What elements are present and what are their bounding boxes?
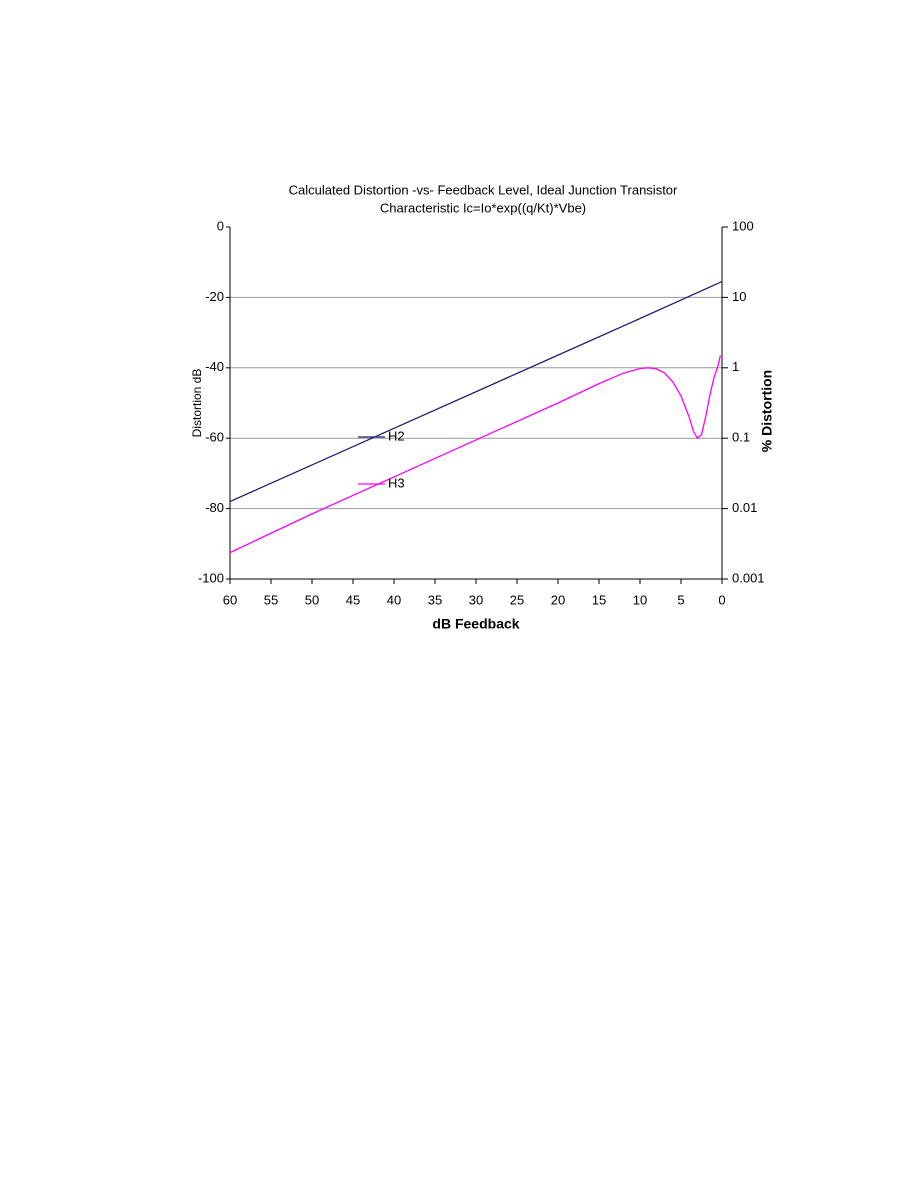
y-tick-label: 0 (217, 218, 224, 233)
x-tick-label: 50 (305, 592, 319, 607)
legend-label: H3 (388, 475, 405, 490)
y2-tick-label: 1 (732, 359, 739, 374)
x-tick-label: 25 (510, 592, 524, 607)
x-tick-label: 30 (469, 592, 483, 607)
y2-tick-label: 10 (732, 289, 746, 304)
legend-label: H2 (388, 428, 405, 443)
x-tick-label: 60 (223, 592, 237, 607)
y-tick-label: -60 (205, 430, 224, 445)
chart-title: Calculated Distortion -vs- Feedback Leve… (289, 182, 678, 197)
x-tick-label: 35 (428, 592, 442, 607)
series-line (229, 280, 723, 503)
y-tick-label: -80 (205, 500, 224, 515)
series-line (229, 355, 721, 554)
x-tick-label: 10 (633, 592, 647, 607)
x-tick-label: 0 (718, 592, 725, 607)
x-tick-label: 20 (551, 592, 565, 607)
y-tick-label: -100 (198, 570, 224, 585)
y2-tick-label: 100 (732, 218, 754, 233)
x-tick-label: 40 (387, 592, 401, 607)
x-tick-label: 45 (346, 592, 360, 607)
y-axis-label: Distortion dB (190, 369, 204, 438)
y-tick-label: -20 (205, 289, 224, 304)
x-tick-label: 55 (264, 592, 278, 607)
x-tick-label: 15 (592, 592, 606, 607)
y2-tick-label: 0.01 (732, 500, 757, 515)
y2-tick-label: 0.1 (732, 430, 750, 445)
y-tick-label: -40 (205, 359, 224, 374)
x-tick-label: 5 (677, 592, 684, 607)
x-axis-label: dB Feedback (432, 616, 519, 632)
y2-tick-label: 0.001 (732, 570, 765, 585)
chart-subtitle: Characteristic Ic=Io*exp((q/Kt)*Vbe) (380, 200, 586, 215)
y2-axis-label: % Distortion (759, 370, 775, 452)
